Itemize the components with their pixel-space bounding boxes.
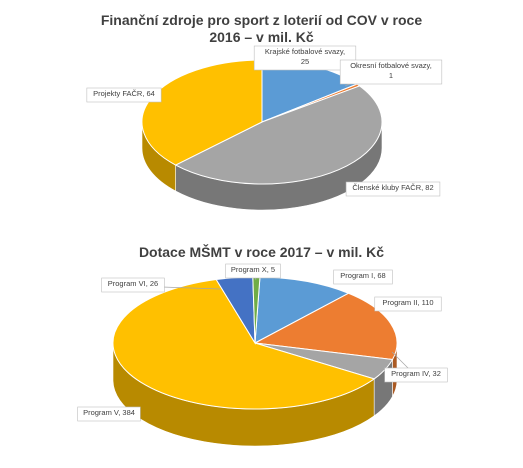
data-label-program-ii: Program II, 110 <box>382 298 433 307</box>
data-label-box-program-vi <box>101 277 165 293</box>
pie-slice-clenske-kluby-facr <box>174 85 383 185</box>
data-label-box-program-x <box>225 263 281 279</box>
data-label-box-program-ii <box>374 296 442 312</box>
data-label-program-iv: Program IV, 32 <box>391 369 441 378</box>
pie-slice-program-ii <box>253 292 398 361</box>
data-label-box-program-iv <box>384 367 448 383</box>
data-label-box-program-i <box>333 269 393 285</box>
data-label-program-x: Program X, 5 <box>231 265 275 274</box>
chart-title-cov-2016: Finanční zdroje pro sport z loterií od C… <box>100 12 423 45</box>
data-label-program-i: Program I, 68 <box>340 271 385 280</box>
data-label-box-okresni-fotbalove-svazy <box>339 59 443 85</box>
data-label-projekty-facr: Projekty FAČR, 64 <box>93 89 155 98</box>
data-label-box-clenske-kluby-facr <box>345 181 441 197</box>
data-label-program-vi: Program VI, 26 <box>108 279 158 288</box>
chart-title-msmt-2017: Dotace MŠMT v roce 2017 – v mil. Kč <box>138 244 385 260</box>
data-label-box-program-v <box>77 406 141 422</box>
data-label-clenske-kluby-facr: Členské kluby FAČR, 82 <box>352 183 433 192</box>
data-label-krajske-fotbalove-svazy: Krajské fotbalové svazy, 25 <box>265 47 345 66</box>
data-label-box-projekty-facr <box>86 87 162 103</box>
data-label-box-krajske-fotbalove-svazy <box>253 45 357 71</box>
data-label-program-v: Program V, 384 <box>83 408 135 417</box>
data-label-okresni-fotbalove-svazy: Okresní fotbalové svazy, 1 <box>350 61 432 80</box>
pie-slice-program-v <box>112 278 376 410</box>
